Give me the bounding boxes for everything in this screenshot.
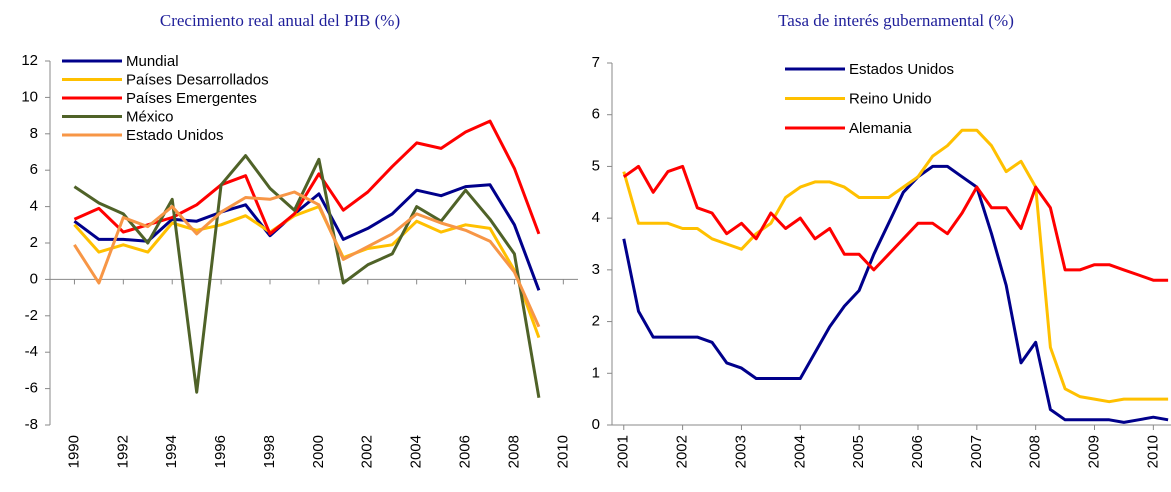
chart-title: Crecimiento real anual del PIB (%) <box>160 11 400 30</box>
x-tick-label: 2006 <box>909 435 926 468</box>
legend-label: Reino Unido <box>849 90 932 107</box>
legend-label: México <box>126 108 174 125</box>
y-tick-label: -8 <box>25 416 38 433</box>
chart: Tasa de interés gubernamental (%) 0 1 2 3 4 5 6… <box>592 11 1171 468</box>
x-tick-label: 1990 <box>65 435 82 468</box>
x-tick-label: 2005 <box>850 435 867 468</box>
y-tick-label: 6 <box>30 161 38 178</box>
x-tick-label: 2003 <box>732 435 749 468</box>
y-tick-label: 7 <box>592 54 600 71</box>
x-tick-label: 2008 <box>505 435 522 468</box>
y-tick-label: -2 <box>25 307 38 324</box>
legend-label: Mundial <box>126 53 179 70</box>
x-tick-label: 2004 <box>408 435 425 468</box>
x-tick-label: 2001 <box>615 435 632 468</box>
series-line <box>73 205 541 339</box>
x-tick-label: 1996 <box>212 435 229 468</box>
legend-label: Estado Unidos <box>126 127 224 144</box>
y-tick-label: 8 <box>30 125 38 142</box>
x-tick-label: 2007 <box>968 435 985 468</box>
y-tick-label: 2 <box>592 313 600 330</box>
series-line <box>622 128 1169 404</box>
series-line <box>622 164 1169 424</box>
legend-label: Países Desarrollados <box>126 71 269 88</box>
x-tick-label: 2004 <box>791 435 808 468</box>
y-tick-label: -6 <box>25 380 38 397</box>
legend-label: Alemania <box>849 120 912 137</box>
y-tick-label: 2 <box>30 234 38 251</box>
y-tick-label: 0 <box>30 270 38 287</box>
y-tick-label: 3 <box>592 261 600 278</box>
x-tick-label: 2006 <box>457 435 474 468</box>
y-tick-label: 4 <box>592 209 600 226</box>
y-tick-label: 5 <box>592 157 600 174</box>
x-tick-label: 2009 <box>1085 435 1102 468</box>
series-line <box>73 154 541 398</box>
x-tick-label: 1994 <box>163 435 180 468</box>
series-line <box>73 190 541 328</box>
x-tick-label: 2008 <box>1027 435 1044 468</box>
x-tick-label: 1992 <box>114 435 131 468</box>
x-tick-label: 2002 <box>359 435 376 468</box>
x-tick-label: 2000 <box>310 435 327 468</box>
chart: Crecimiento real anual del PIB (%) -8 -6 -4… <box>21 11 578 468</box>
y-tick-label: 1 <box>592 364 600 381</box>
y-tick-label: 0 <box>592 416 600 433</box>
y-tick-label: 10 <box>21 88 38 105</box>
y-tick-label: 6 <box>592 106 600 123</box>
legend-label: Estados Unidos <box>849 61 954 78</box>
x-tick-label: 2010 <box>1144 435 1161 468</box>
y-tick-label: 4 <box>30 198 38 215</box>
x-tick-label: 1998 <box>261 435 278 468</box>
x-tick-label: 2002 <box>674 435 691 468</box>
legend-label: Países Emergentes <box>126 90 257 107</box>
series-line <box>622 164 1169 282</box>
x-tick-label: 2010 <box>554 435 571 468</box>
y-tick-label: -4 <box>25 343 38 360</box>
y-tick-label: 12 <box>21 52 38 69</box>
chart-title: Tasa de interés gubernamental (%) <box>778 11 1014 30</box>
